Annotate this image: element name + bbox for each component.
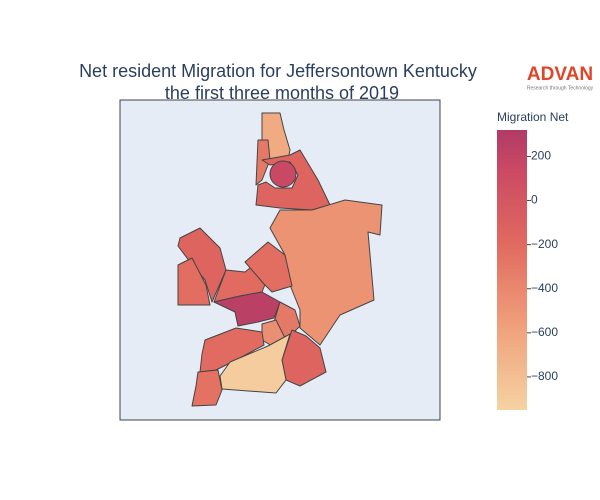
colorbar-tick-label: −400 xyxy=(531,281,558,295)
logo: ADVAN xyxy=(527,64,593,85)
title-line: Net resident Migration for Jeffersontown… xyxy=(79,61,477,81)
colorbar-tick-label: 200 xyxy=(531,149,551,163)
logo-tagline: Research through Technology xyxy=(527,85,594,91)
region xyxy=(269,160,297,188)
region xyxy=(177,227,227,303)
colorbar-title: Migration Net xyxy=(497,110,569,124)
title-line: the first three months of 2019 xyxy=(165,83,399,103)
region xyxy=(191,369,223,407)
colorbar-tick-label: −800 xyxy=(531,369,558,383)
colorbar-tick-label: −200 xyxy=(531,237,558,251)
region xyxy=(244,241,293,293)
region xyxy=(219,333,291,394)
region xyxy=(177,257,211,306)
colorbar-tick-label: −600 xyxy=(531,325,558,339)
colorbar xyxy=(497,130,527,410)
region xyxy=(255,139,271,186)
region xyxy=(213,291,281,327)
colorbar-tick-label: 0 xyxy=(531,193,538,207)
